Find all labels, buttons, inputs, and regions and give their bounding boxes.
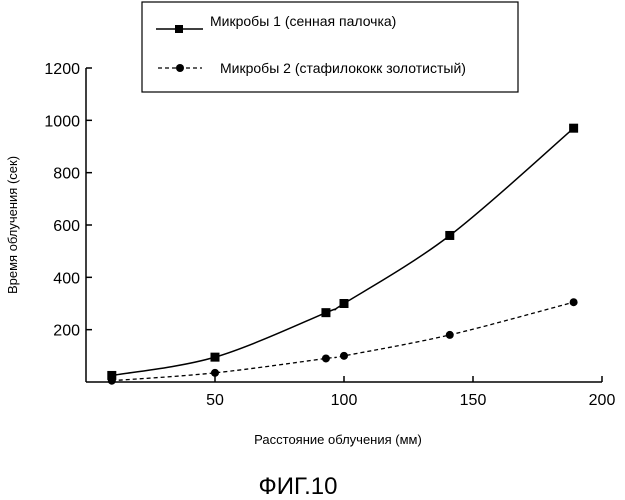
ticks: 200 400 600 800 1000 1200 50 100 150 200 bbox=[44, 61, 615, 409]
data-point-square bbox=[569, 124, 578, 133]
data-point-circle bbox=[322, 354, 330, 362]
y-tick-label: 800 bbox=[53, 166, 80, 183]
data-point-circle bbox=[446, 331, 454, 339]
y-axis-title: Время облучения (сек) bbox=[5, 156, 20, 294]
y-tick-label: 1200 bbox=[44, 61, 80, 78]
x-tick-label: 50 bbox=[206, 392, 224, 409]
data-point-square bbox=[321, 308, 330, 317]
data-point-square bbox=[211, 353, 220, 362]
x-tick-label: 100 bbox=[331, 392, 358, 409]
legend-marker-series-2 bbox=[176, 64, 184, 72]
legend-marker-series-1 bbox=[175, 25, 183, 33]
series-line-1 bbox=[112, 128, 574, 375]
figure-caption: ФИГ.10 bbox=[259, 473, 338, 500]
legend: Микробы 1 (сенная палочка) Микробы 2 (ст… bbox=[142, 2, 518, 92]
series-2 bbox=[108, 298, 578, 385]
data-point-circle bbox=[211, 369, 219, 377]
x-axis-title: Расстояние облучения (мм) bbox=[254, 432, 422, 447]
x-tick-label: 150 bbox=[460, 392, 487, 409]
data-point-circle bbox=[570, 298, 578, 306]
legend-label-series-1: Микробы 1 (сенная палочка) bbox=[210, 13, 396, 29]
series-1 bbox=[107, 124, 578, 380]
data-point-circle bbox=[108, 377, 116, 385]
y-tick-label: 200 bbox=[53, 323, 80, 340]
y-tick-label: 1000 bbox=[44, 113, 80, 130]
series-line-2 bbox=[112, 302, 574, 381]
data-point-circle bbox=[340, 352, 348, 360]
legend-label-series-2: Микробы 2 (стафилококк золотистый) bbox=[220, 60, 466, 76]
y-tick-label: 600 bbox=[53, 218, 80, 235]
y-tick-label: 400 bbox=[53, 270, 80, 287]
data-point-square bbox=[445, 231, 454, 240]
series-layer bbox=[107, 124, 578, 385]
data-point-square bbox=[340, 299, 349, 308]
x-tick-label: 200 bbox=[589, 392, 616, 409]
